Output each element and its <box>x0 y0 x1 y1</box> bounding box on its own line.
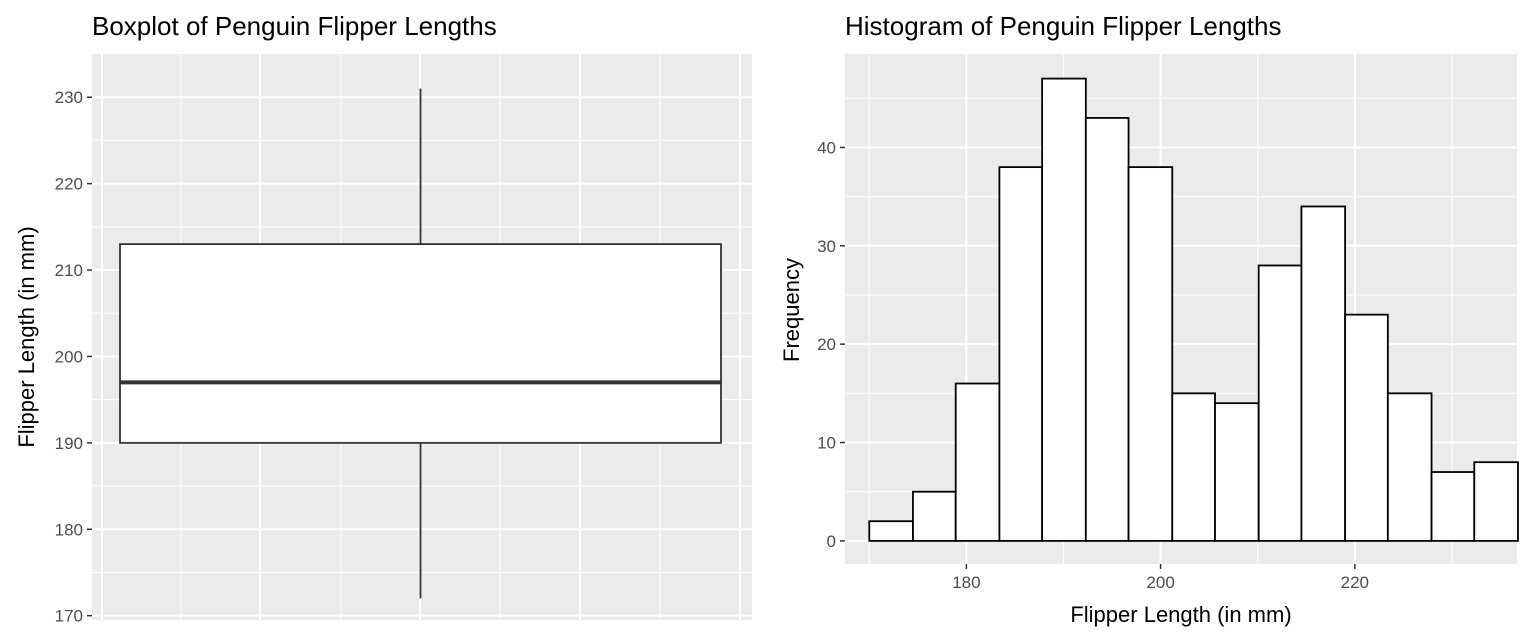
histogram-y-tick-label: 0 <box>827 532 836 551</box>
histogram-chart: Histogram of Penguin Flipper Lengths 0 10… <box>779 11 1519 627</box>
histogram-bar <box>1300 205 1347 542</box>
histogram-x-tick-label: 180 <box>952 573 980 592</box>
histogram-bar <box>998 166 1044 542</box>
histogram-bar <box>1171 392 1216 542</box>
histogram-title: Histogram of Penguin Flipper Lengths <box>845 11 1281 41</box>
histogram-bar <box>868 520 914 542</box>
histogram-y-axis-title: Frequency <box>779 258 804 362</box>
histogram-bar <box>1430 471 1476 542</box>
boxplot-y-axis-title: Flipper Length (in mm) <box>14 226 39 447</box>
boxplot-y-tick-label: 170 <box>55 607 83 626</box>
histogram-bar <box>1041 77 1087 542</box>
histogram-x-axis: 180 200 220 <box>952 564 1369 592</box>
histogram-y-tick-label: 20 <box>817 335 836 354</box>
boxplot-y-tick-label: 180 <box>55 520 83 539</box>
boxplot-box <box>119 243 722 444</box>
histogram-bar <box>1257 264 1303 542</box>
histogram-bar <box>1127 166 1174 542</box>
boxplot-marks <box>119 88 722 599</box>
boxplot-y-tick-label: 230 <box>55 88 83 107</box>
boxplot-y-tick-label: 210 <box>55 261 83 280</box>
histogram-bar <box>954 382 1001 542</box>
boxplot-y-tick-label: 200 <box>55 347 83 366</box>
histogram-y-tick-label: 10 <box>817 434 836 453</box>
boxplot-chart: Boxplot of Penguin Flipper Lengths 170 18… <box>14 11 752 626</box>
histogram-bar <box>1386 392 1433 542</box>
boxplot-y-tick-label: 220 <box>55 175 83 194</box>
histogram-x-tick-label: 220 <box>1341 573 1369 592</box>
histogram-bar <box>1344 313 1389 542</box>
histogram-bar <box>1084 117 1130 542</box>
histogram-y-tick-label: 30 <box>817 237 836 256</box>
boxplot-title: Boxplot of Penguin Flipper Lengths <box>92 11 497 41</box>
histogram-x-axis-title: Flipper Length (in mm) <box>1070 602 1291 627</box>
boxplot-y-tick-label: 190 <box>55 434 83 453</box>
histogram-bars <box>868 77 1519 542</box>
histogram-bar <box>1473 461 1519 542</box>
histogram-y-axis: 0 10 20 30 40 <box>817 138 845 551</box>
histogram-y-tick-label: 40 <box>817 138 836 157</box>
histogram-x-tick-label: 200 <box>1146 573 1174 592</box>
histogram-bar <box>1214 402 1260 542</box>
boxplot-y-axis: 170 180 190 200 210 220 230 <box>55 88 92 626</box>
histogram-bar <box>912 490 957 542</box>
